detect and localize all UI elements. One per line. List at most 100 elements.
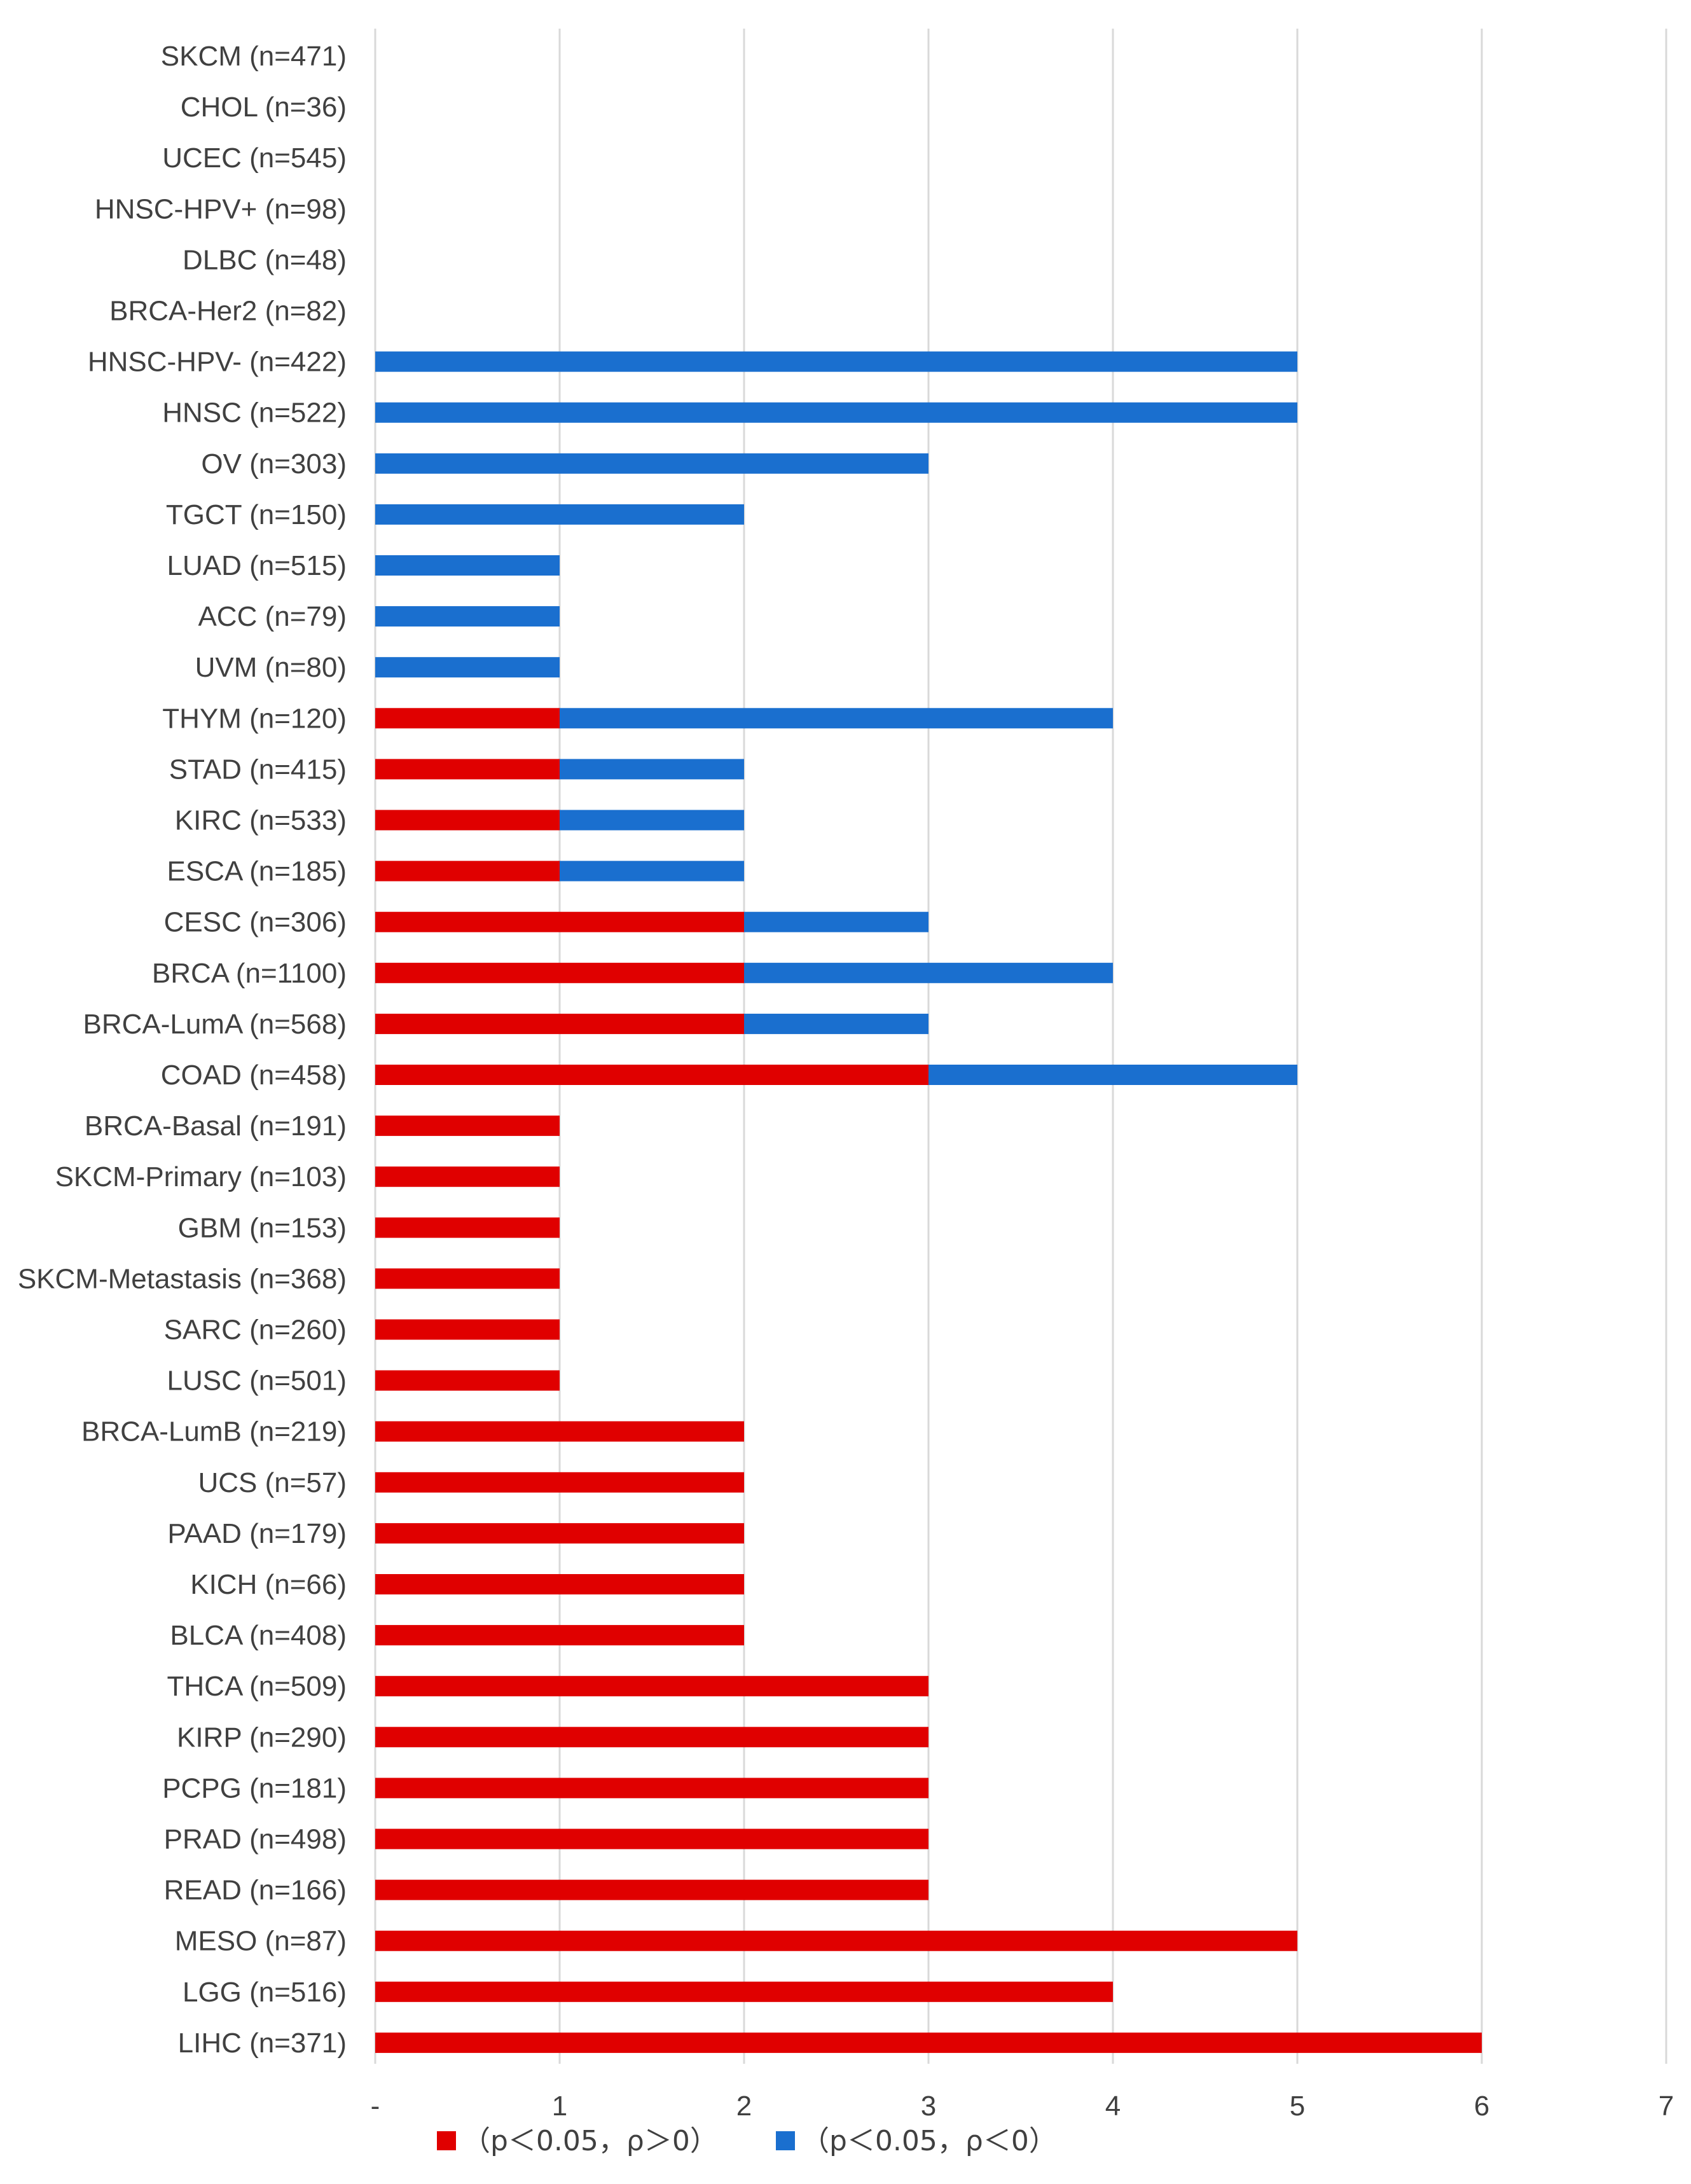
category-label: BRCA (n=1100) [152,958,347,989]
bar-positive [375,1166,560,1187]
bar-negative [560,810,744,831]
category-label: LGG (n=516) [183,1977,347,2008]
bar-positive [375,759,560,780]
category-label: KIRC (n=533) [175,805,347,836]
bar-negative [560,708,1113,729]
category-label: OV (n=303) [201,448,347,480]
category-label: STAD (n=415) [169,754,347,785]
bar-positive [375,1778,928,1799]
bar-negative [744,911,928,932]
bar-negative [375,504,744,525]
category-label: SKCM-Metastasis (n=368) [18,1263,347,1294]
category-label: TGCT (n=150) [166,499,347,530]
x-tick-label: - [371,2091,380,2122]
x-tick-label: 6 [1474,2091,1489,2122]
bar-positive [375,810,560,831]
category-label: BRCA-Basal (n=191) [85,1110,347,1142]
category-label: UCEC (n=545) [162,142,347,174]
x-tick-label: 2 [736,2091,752,2122]
category-label: PRAD (n=498) [164,1824,347,1855]
category-label: CHOL (n=36) [181,92,347,123]
bar-negative [375,453,928,474]
category-label: BRCA-Her2 (n=82) [109,296,347,327]
bar-positive [375,1523,744,1544]
category-label: ESCA (n=185) [167,856,347,887]
category-label: UVM (n=80) [195,652,347,683]
x-tick-label: 7 [1659,2091,1674,2122]
category-label: BRCA-LumA (n=568) [83,1009,347,1040]
value-axis-tick-labels: - 1 2 3 4 5 6 7 [371,2091,1674,2122]
category-label: LUSC (n=501) [167,1365,347,1397]
category-label: ACC (n=79) [198,601,347,632]
bar-positive [375,1930,1297,1951]
bar-positive [375,1116,560,1137]
bar-negative [375,657,560,678]
legend-swatch-negative [776,2131,795,2150]
bar-negative [744,1013,928,1034]
bar-positive [375,962,744,983]
bar-positive [375,1828,928,1849]
bar-positive [375,860,560,881]
x-tick-label: 1 [552,2091,567,2122]
category-label: HNSC-HPV+ (n=98) [95,193,347,225]
category-label: KICH (n=66) [190,1569,347,1600]
bar-positive [375,1625,744,1646]
bar-negative [375,555,560,576]
category-label: THCA (n=509) [167,1671,347,1702]
bars [375,351,1482,2053]
bar-negative [375,402,1297,423]
bar-negative [560,860,744,881]
bar-positive [375,1370,560,1391]
gridlines [374,29,1667,2064]
bar-positive [375,708,560,729]
category-label: MESO (n=87) [175,1926,347,1957]
category-label: KIRP (n=290) [177,1722,347,1753]
bar-positive [375,1879,928,1900]
bar-positive [375,1981,1113,2002]
bar-positive [375,1065,928,1085]
category-label: CESC (n=306) [164,907,347,938]
x-tick-label: 3 [921,2091,936,2122]
bar-positive [375,1676,928,1697]
category-label: HNSC (n=522) [162,397,347,429]
category-label: SKCM (n=471) [161,41,347,72]
category-label: PAAD (n=179) [167,1518,347,1549]
bar-positive [375,1421,744,1442]
category-label: THYM (n=120) [162,703,347,734]
category-axis-labels: SKCM (n=471) CHOL (n=36) UCEC (n=545) HNSC-… [18,41,347,2059]
bar-negative [928,1065,1297,1085]
bar-positive [375,1268,560,1289]
bar-negative [375,606,560,627]
x-tick-label: 4 [1105,2091,1121,2122]
category-label: BRCA-LumB (n=219) [81,1416,347,1448]
category-label: BLCA (n=408) [170,1620,347,1651]
bar-positive [375,1319,560,1340]
bar-negative [375,351,1297,372]
bar-positive [375,1727,928,1748]
legend-label-positive: （p＜0.05，ρ＞0） [462,2125,718,2157]
bar-negative [560,759,744,780]
bar-negative [744,962,1113,983]
bar-positive [375,1472,744,1493]
bar-positive [375,1013,744,1034]
bar-positive [375,1574,744,1594]
category-label: LUAD (n=515) [167,550,347,581]
category-label: READ (n=166) [164,1875,347,1906]
category-label: HNSC-HPV- (n=422) [88,347,347,378]
category-label: GBM (n=153) [178,1212,347,1243]
bar-positive [375,1217,560,1238]
category-label: SARC (n=260) [164,1315,347,1346]
x-tick-label: 5 [1290,2091,1305,2122]
legend: （p＜0.05，ρ＞0） （p＜0.05，ρ＜0） [437,2125,1057,2157]
legend-swatch-positive [437,2131,456,2150]
category-label: LIHC (n=371) [178,2028,347,2059]
category-label: PCPG (n=181) [162,1773,347,1804]
bar-positive [375,911,744,932]
category-label: UCS (n=57) [198,1467,347,1498]
legend-label-negative: （p＜0.05，ρ＜0） [801,2125,1057,2157]
bar-positive [375,2032,1482,2053]
category-label: DLBC (n=48) [183,244,347,275]
category-label: SKCM-Primary (n=103) [55,1161,347,1192]
category-label: COAD (n=458) [161,1060,347,1091]
